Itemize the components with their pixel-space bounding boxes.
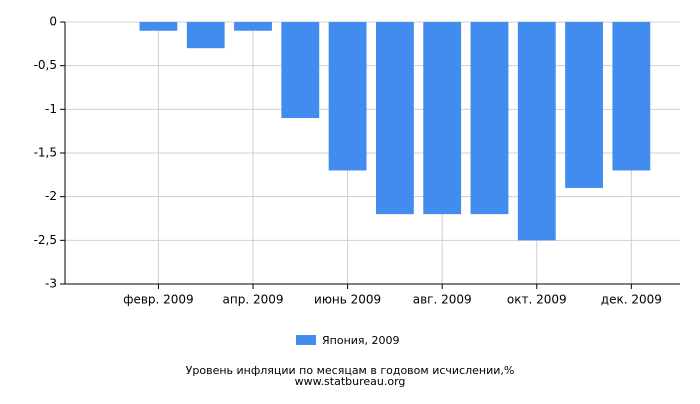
bar — [612, 22, 651, 171]
legend-swatch — [296, 335, 316, 345]
y-tick-label: -1,5 — [34, 146, 57, 160]
y-tick-label: -3 — [45, 277, 57, 291]
legend-label: Япония, 2009 — [322, 334, 400, 347]
y-tick-label: -2 — [45, 189, 57, 203]
chart-subtitle: www.statbureau.org — [295, 375, 406, 388]
x-tick-label: июнь 2009 — [314, 293, 381, 307]
bar — [186, 22, 225, 49]
bar — [517, 22, 556, 241]
y-tick-label: -2,5 — [34, 233, 57, 247]
bar — [281, 22, 320, 119]
x-tick-label: апр. 2009 — [223, 293, 284, 307]
chart-title: Уровень инфляции по месяцам в годовом ис… — [186, 364, 515, 377]
y-tick-label: -1 — [45, 102, 57, 116]
bar — [328, 22, 367, 171]
x-tick-label: окт. 2009 — [507, 293, 567, 307]
bar — [565, 22, 603, 188]
bar — [139, 22, 178, 31]
x-tick-label: дек. 2009 — [601, 293, 662, 307]
y-tick-label: 0 — [49, 15, 57, 29]
y-tick-label: -0,5 — [34, 58, 57, 72]
x-tick-label: февр. 2009 — [123, 293, 194, 307]
bar — [423, 22, 462, 215]
bar — [375, 22, 414, 215]
bar — [234, 22, 272, 31]
x-tick-label: авг. 2009 — [413, 293, 472, 307]
bar — [470, 22, 509, 215]
